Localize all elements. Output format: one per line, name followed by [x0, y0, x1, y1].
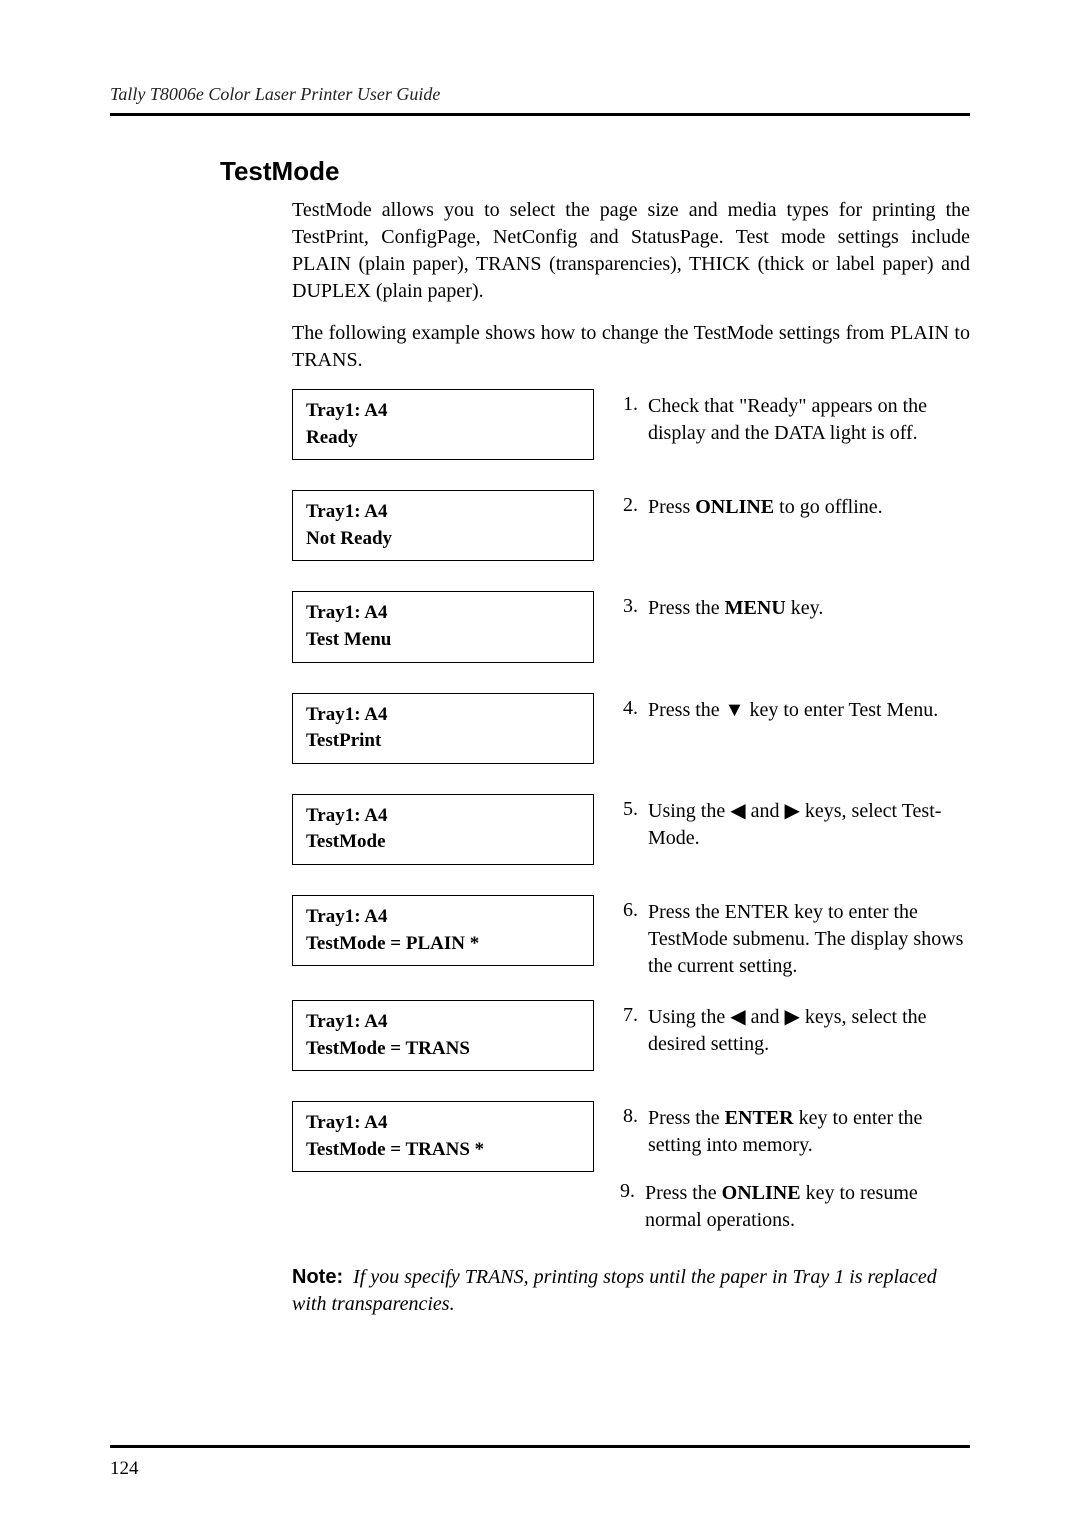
step-description: Using the ◀ and ▶ keys, select Test-Mode…	[648, 798, 970, 852]
text-fragment: Press	[648, 496, 695, 518]
step-description: Using the ◀ and ▶ keys, select the desir…	[648, 1004, 970, 1058]
lcd-display: Tray1: A4 TestMode = PLAIN *	[292, 895, 594, 966]
lcd-display: Tray1: A4 TestMode = TRANS *	[292, 1101, 594, 1172]
step-row: Tray1: A4 Not Ready 2. Press ONLINE to g…	[292, 490, 970, 561]
lcd-line2: TestMode = PLAIN *	[306, 931, 580, 958]
lcd-line1: Tray1: A4	[306, 499, 580, 526]
step-text: 3. Press the MENU key.	[594, 591, 823, 622]
step-number: 5.	[610, 798, 638, 821]
lcd-line2: TestMode = TRANS *	[306, 1137, 580, 1164]
step-description: Press ONLINE to go offline.	[648, 494, 883, 521]
step-row: Tray1: A4 TestMode = PLAIN * 6. Press th…	[292, 895, 970, 980]
down-arrow-icon: ▼	[725, 699, 745, 721]
step-text: 5. Using the ◀ and ▶ keys, select Test-M…	[594, 794, 970, 852]
step-number: 2.	[610, 494, 638, 517]
step-text: 2. Press ONLINE to go offline.	[594, 490, 883, 521]
step-number: 9.	[607, 1180, 635, 1234]
text-fragment: Using the	[648, 1006, 730, 1028]
step-row-no-lcd: 9. Press the ONLINE key to resume normal…	[292, 1180, 970, 1234]
note-paragraph: Note: If you specify TRANS, printing sto…	[292, 1264, 970, 1318]
lcd-display: Tray1: A4 Not Ready	[292, 490, 594, 561]
footer-divider	[110, 1445, 970, 1448]
note-label: Note:	[292, 1266, 343, 1288]
step-text: 1. Check that "Ready" appears on the dis…	[594, 389, 970, 447]
lcd-display: Tray1: A4 Test Menu	[292, 591, 594, 662]
step-row: Tray1: A4 Test Menu 3. Press the MENU ke…	[292, 591, 970, 662]
right-arrow-icon: ▶	[785, 800, 800, 822]
right-arrow-icon: ▶	[785, 1006, 800, 1028]
header-divider	[110, 113, 970, 116]
lcd-display: Tray1: A4 TestMode	[292, 794, 594, 865]
text-fragment: Press the	[648, 699, 725, 721]
step-row: Tray1: A4 TestMode 5. Using the ◀ and ▶ …	[292, 794, 970, 865]
header-title: Tally T8006e Color Laser Printer User Gu…	[110, 84, 970, 105]
step-number: 3.	[610, 595, 638, 618]
step-number: 1.	[610, 393, 638, 416]
text-bold: ONLINE	[695, 496, 774, 518]
step-row: Tray1: A4 TestMode = TRANS * 8. Press th…	[292, 1101, 970, 1172]
lcd-line2: Not Ready	[306, 526, 580, 553]
text-fragment: key.	[786, 597, 824, 619]
step-row: Tray1: A4 TestPrint 4. Press the ▼ key t…	[292, 693, 970, 764]
step-row: Tray1: A4 TestMode = TRANS 7. Using the …	[292, 1000, 970, 1071]
text-bold: ENTER	[725, 1107, 794, 1129]
lcd-line2: TestMode	[306, 829, 580, 856]
lcd-display: Tray1: A4 TestPrint	[292, 693, 594, 764]
lcd-line1: Tray1: A4	[306, 904, 580, 931]
step-row: Tray1: A4 Ready 1. Check that "Ready" ap…	[292, 389, 970, 460]
note-body: If you specify TRANS, printing stops unt…	[292, 1266, 937, 1315]
step-number: 6.	[610, 899, 638, 922]
page-number: 124	[110, 1458, 139, 1480]
intro-paragraph-2: The following example shows how to chang…	[292, 320, 970, 374]
intro-paragraph-1: TestMode allows you to select the page s…	[292, 197, 970, 305]
steps-container: Tray1: A4 Ready 1. Check that "Ready" ap…	[292, 389, 970, 1234]
step-text: 4. Press the ▼ key to enter Test Menu.	[594, 693, 938, 724]
step-text: 8. Press the ENTER key to enter the sett…	[594, 1101, 970, 1159]
step-text: 7. Using the ◀ and ▶ keys, select the de…	[594, 1000, 970, 1058]
lcd-line2: TestPrint	[306, 728, 580, 755]
step-text: 6. Press the ENTER key to enter the Test…	[594, 895, 970, 980]
step-number: 7.	[610, 1004, 638, 1027]
text-fragment: key to enter Test Menu.	[744, 699, 938, 721]
lcd-display: Tray1: A4 Ready	[292, 389, 594, 460]
step-description: Press the ▼ key to enter Test Menu.	[648, 697, 938, 724]
step-description: Press the ONLINE key to resume normal op…	[645, 1180, 970, 1234]
text-fragment: Using the	[648, 800, 730, 822]
lcd-line1: Tray1: A4	[306, 803, 580, 830]
text-fragment: Press the	[648, 1107, 725, 1129]
step-description: Press the ENTER key to enter the setting…	[648, 1105, 970, 1159]
left-arrow-icon: ◀	[730, 1006, 745, 1028]
step-description: Press the MENU key.	[648, 595, 823, 622]
step-number: 4.	[610, 697, 638, 720]
lcd-line2: TestMode = TRANS	[306, 1036, 580, 1063]
text-bold: ONLINE	[722, 1182, 801, 1204]
lcd-line1: Tray1: A4	[306, 702, 580, 729]
lcd-line2: Ready	[306, 425, 580, 452]
text-fragment: Press the	[645, 1182, 722, 1204]
step-number: 8.	[610, 1105, 638, 1128]
step-description: Press the ENTER key to enter the TestMod…	[648, 899, 970, 980]
lcd-line1: Tray1: A4	[306, 1009, 580, 1036]
lcd-line1: Tray1: A4	[306, 600, 580, 627]
text-fragment: Press the	[648, 597, 725, 619]
lcd-line1: Tray1: A4	[306, 398, 580, 425]
lcd-line2: Test Menu	[306, 627, 580, 654]
text-fragment: to go offline.	[774, 496, 883, 518]
lcd-line1: Tray1: A4	[306, 1110, 580, 1137]
text-bold: MENU	[725, 597, 786, 619]
section-title: TestMode	[220, 156, 970, 187]
step-description: Check that "Ready" appears on the displa…	[648, 393, 970, 447]
left-arrow-icon: ◀	[730, 800, 745, 822]
lcd-display: Tray1: A4 TestMode = TRANS	[292, 1000, 594, 1071]
